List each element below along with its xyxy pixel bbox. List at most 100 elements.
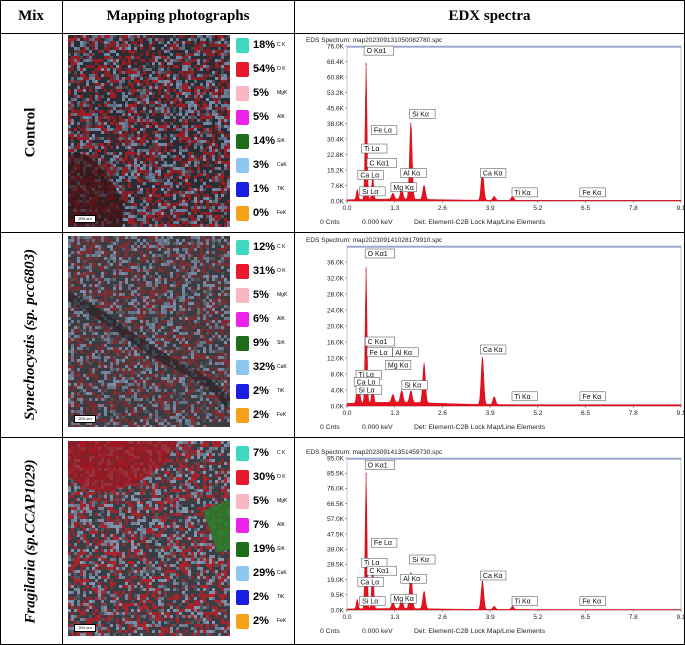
mix-label: Fragilaria (sp.CCAP1029) [22, 458, 39, 624]
y-tick-label: 38.0K [327, 547, 345, 554]
peak-label: Al Kα [400, 573, 427, 584]
table-border [0, 0, 1, 645]
peak-label: Si Kα [409, 109, 436, 119]
y-tick-label: 12.0K [327, 355, 345, 362]
legend-percent: 2% [253, 591, 269, 603]
x-tick-label: 6.5 [581, 614, 590, 621]
y-tick-label: 68.4K [327, 59, 345, 66]
y-tick-label: 24.0K [327, 307, 345, 314]
y-tick-label: 76.0K [327, 486, 345, 493]
x-tick-label: 7.8 [629, 410, 638, 417]
svg-text:Ti Lα: Ti Lα [359, 372, 374, 379]
peak-label: C Kα1 [366, 158, 397, 168]
x-tick-label: 6.5 [581, 410, 590, 417]
x-tick-label: 0.0 [342, 614, 351, 621]
y-tick-label: 85.5K [327, 471, 345, 478]
legend-element: O K [277, 268, 286, 274]
legend-percent: 6% [253, 313, 269, 325]
legend-item: 31% O K [236, 263, 291, 281]
spectrum-peak [365, 269, 367, 271]
x-tick-label: 3.9 [486, 614, 495, 621]
footer-counts: 0 Cnts [320, 628, 340, 635]
legend-swatch [236, 566, 249, 581]
footer-detector: Det: Element-C2B Lock Map/Line Elements [414, 219, 546, 226]
legend-percent: 5% [253, 289, 269, 301]
spectrum-peak [511, 606, 514, 608]
legend-swatch [236, 86, 249, 101]
x-tick-label: 9.1 [676, 410, 685, 417]
svg-text:Si Lα: Si Lα [362, 189, 378, 196]
x-tick-label: 7.8 [629, 205, 638, 212]
legend-percent: 2% [253, 385, 269, 397]
mix-cell-1: Synechocystis (sp. pcc6803) [0, 232, 62, 437]
plot-area [346, 245, 682, 407]
svg-text:Al Kα: Al Kα [403, 171, 420, 178]
scale-bar: 200 um [74, 624, 96, 632]
table-border [0, 33, 685, 34]
legend-item: 0% FeK [236, 205, 291, 223]
y-tick-label: 19.0K [327, 577, 345, 584]
legend-item: 54% O K [236, 61, 291, 79]
mapping-image [68, 441, 230, 636]
x-tick-label: 3.9 [486, 410, 495, 417]
legend-element: O K [277, 66, 286, 72]
spectrum-peak [356, 599, 358, 601]
svg-text:Mg Kα: Mg Kα [393, 185, 413, 192]
legend-item: 2% FeK [236, 613, 291, 631]
legend-item: 7% AlK [236, 517, 291, 535]
svg-text:C Kα1: C Kα1 [368, 339, 388, 346]
peak-label: Fe Lα [366, 347, 393, 358]
footer-kev: 0.000 keV [362, 219, 393, 226]
peak-label: O Kα1 [364, 460, 396, 470]
scale-bar: 200 um [74, 215, 96, 223]
spectrum-peak [481, 357, 484, 359]
mapping-photo-2: 200 um [68, 441, 230, 636]
footer-detector: Det: Element-C2B Lock Map/Line Elements [414, 424, 546, 431]
legend-element: AlK [277, 316, 285, 322]
legend-percent: 2% [253, 615, 269, 627]
footer-kev: 0.000 keV [362, 628, 393, 635]
legend-element: SiK [277, 138, 285, 144]
legend-item: 5% MgK [236, 493, 291, 511]
peak-label: Ca Lα [353, 377, 380, 387]
legend-item: 19% SiK [236, 541, 291, 559]
peak-label: Si Lα [359, 186, 386, 197]
svg-text:Ti Kα: Ti Kα [515, 190, 531, 197]
y-tick-label: 45.6K [327, 105, 345, 112]
legend-item: 7% C K [236, 445, 291, 463]
y-tick-label: 7.6K [331, 183, 345, 190]
x-tick-label: 2.6 [438, 205, 447, 212]
legend-item: 29% CaK [236, 565, 291, 583]
edx-spectrum-2: EDS Spectrum: map20230914135145973​0.spc… [300, 446, 685, 645]
peak-label: Ti Lα [361, 143, 388, 154]
table-border [0, 0, 685, 1]
y-tick-label: 0.0K [331, 198, 345, 205]
y-tick-label: 0.0K [331, 403, 345, 410]
peak-label: Si Kα [401, 380, 428, 390]
chart-title: EDS Spectrum: map20230914135145973​0.spc [306, 449, 443, 456]
y-tick-label: 60.8K [327, 74, 345, 81]
peak-label: Ti Kα [511, 187, 538, 198]
peak-label: Mg Kα [390, 593, 417, 604]
spectrum-peak [481, 580, 484, 582]
legend-swatch [236, 182, 249, 197]
y-tick-label: 16.0K [327, 339, 345, 346]
svg-text:Ti Kα: Ti Kα [515, 394, 531, 401]
legend-percent: 54% [253, 63, 276, 75]
peak-label: C Kα1 [366, 565, 397, 576]
legend-element: TiK [277, 388, 285, 394]
peak-label: Si Lα [355, 385, 382, 395]
svg-text:Al Kα: Al Kα [395, 350, 412, 357]
svg-text:Fe Kα: Fe Kα [582, 190, 601, 197]
mix-cell-2: Fragilaria (sp.CCAP1029) [0, 437, 62, 645]
x-tick-label: 5.2 [533, 410, 542, 417]
x-tick-label: 5.2 [533, 205, 542, 212]
legend-item: 5% AlK [236, 109, 291, 127]
y-tick-label: 32.0K [327, 275, 345, 282]
svg-text:Mg Kα: Mg Kα [388, 363, 408, 370]
x-tick-label: 2.6 [438, 410, 447, 417]
svg-text:Si Lα: Si Lα [359, 387, 375, 394]
legend-item: 2% TiK [236, 589, 291, 607]
legend-element: FeK [277, 210, 287, 216]
